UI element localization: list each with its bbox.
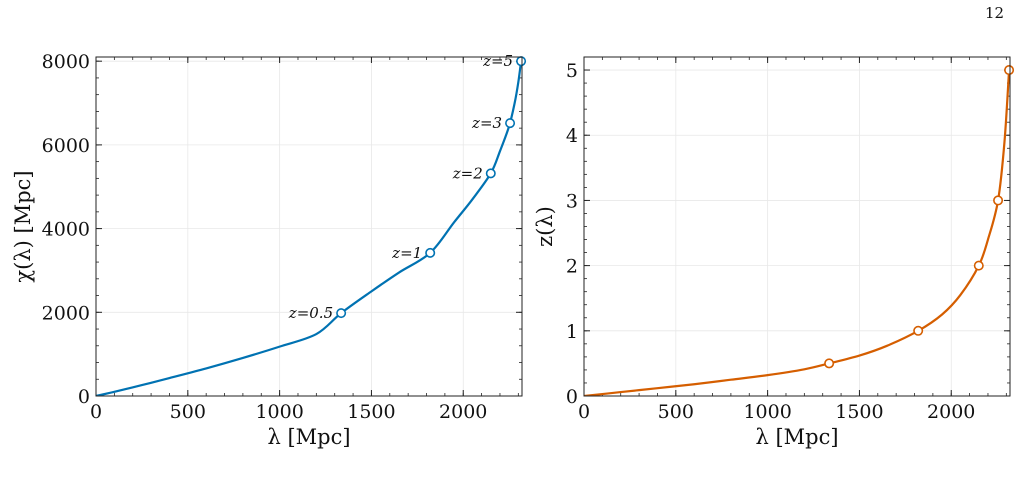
y-tick-label: 3 [566,190,578,212]
data-marker [913,325,924,336]
data-marker [485,168,496,179]
y-tick-label: 1 [566,321,578,343]
x-axis-label: λ [Mpc] [267,425,350,449]
redshift-annotation: z=5 [482,52,513,70]
page-number: 12 [985,4,1005,22]
data-marker [336,308,347,319]
x-tick-label: 1500 [347,401,395,423]
x-axis-label: λ [Mpc] [755,425,838,449]
series-line [584,69,1010,396]
series-line [96,61,522,396]
y-axis-label: χ(λ) [Mpc] [11,170,35,282]
y-tick-label: 6000 [42,135,90,157]
data-marker [505,118,516,129]
x-tick-label: 500 [658,401,694,423]
x-tick-label: 2000 [439,401,487,423]
y-tick-label: 2 [566,256,578,278]
chi-vs-lambda-chart: 0 500 1000 1500 2000 0 2000 4000 6000 8000 λ [Mpc]… [11,51,527,449]
data-marker [425,247,436,258]
x-tick-label: 1000 [743,401,791,423]
data-marker [824,358,835,369]
redshift-annotation: z=3 [471,114,502,132]
x-tick-label: 1000 [255,401,303,423]
data-marker [1004,65,1015,76]
x-tick-label: 0 [578,401,590,423]
x-tick-label: 1500 [835,401,883,423]
y-axis-label: z(λ) [533,206,557,247]
data-marker [973,260,984,271]
x-tick-label: 2000 [927,401,975,423]
y-tick-label: 8000 [42,51,90,73]
x-tick-label: 0 [90,401,102,423]
y-tick-label: 2000 [42,302,90,324]
y-tick-label: 4000 [42,219,90,241]
y-tick-label: 5 [566,60,578,82]
y-tick-label: 0 [566,386,578,408]
redshift-annotation: z=0.5 [288,304,333,322]
y-tick-label: 4 [566,125,578,147]
redshift-annotation: z=1 [391,244,422,262]
x-tick-label: 500 [170,401,206,423]
plot-frame [95,56,523,397]
plot-frame [583,56,1011,397]
data-marker [993,195,1004,206]
redshift-annotation: z=2 [452,164,483,182]
y-tick-label: 0 [78,386,90,408]
z-vs-lambda-chart: 0 500 1000 1500 2000 0 1 2 3 4 5 λ [Mpc] z(λ) [533,56,1015,449]
data-marker [516,56,527,67]
